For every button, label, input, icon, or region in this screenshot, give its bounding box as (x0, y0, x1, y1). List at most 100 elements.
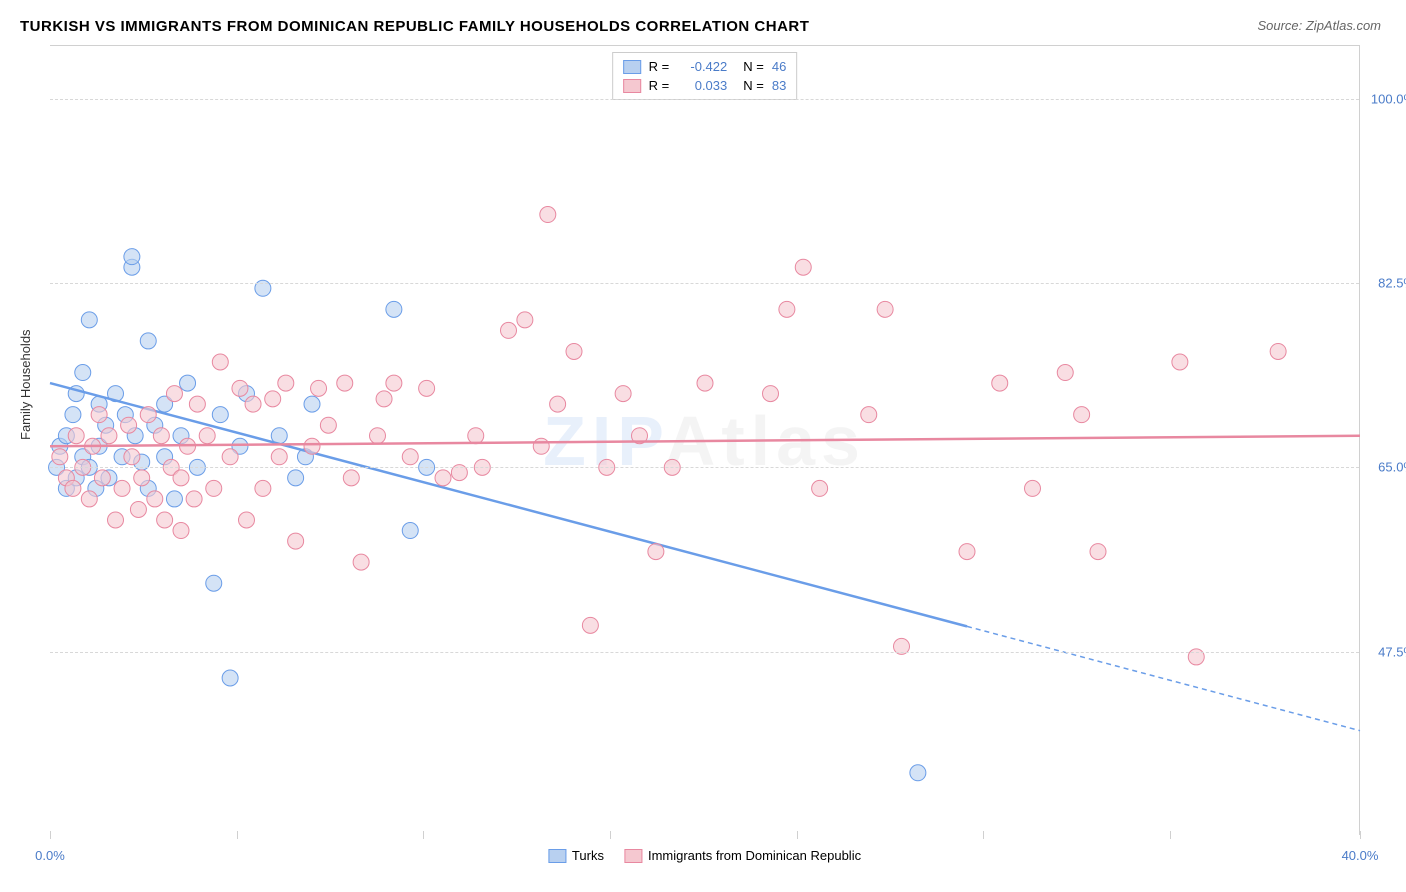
legend-row: R = 0.033 N = 83 (623, 76, 787, 95)
data-point (1270, 343, 1286, 359)
data-point (153, 428, 169, 444)
legend-r-value: -0.422 (677, 59, 727, 74)
data-point (812, 480, 828, 496)
data-point (134, 470, 150, 486)
chart-title: TURKISH VS IMMIGRANTS FROM DOMINICAN REP… (20, 18, 809, 35)
data-point (1074, 407, 1090, 423)
gridline (50, 283, 1359, 284)
x-tick (983, 831, 984, 839)
data-point (304, 438, 320, 454)
data-point (124, 249, 140, 265)
data-point (540, 207, 556, 223)
data-point (550, 396, 566, 412)
data-point (94, 470, 110, 486)
legend-swatch (623, 60, 641, 74)
legend-n-value: 83 (772, 78, 786, 93)
data-point (239, 512, 255, 528)
data-point (121, 417, 137, 433)
x-tick (1360, 831, 1361, 839)
plot-area: ZIPAtlas R =-0.422N =46R =0.033N =83 Tur… (50, 45, 1360, 835)
x-tick-label: 0.0% (35, 848, 65, 863)
data-point (779, 301, 795, 317)
data-point (114, 480, 130, 496)
gridline (50, 467, 1359, 468)
data-point (65, 407, 81, 423)
data-point (468, 428, 484, 444)
legend-n-label: N = (743, 59, 764, 74)
data-point (265, 391, 281, 407)
data-point (1025, 480, 1041, 496)
data-point (173, 470, 189, 486)
data-point (199, 428, 215, 444)
data-point (1172, 354, 1188, 370)
data-point (795, 259, 811, 275)
data-point (877, 301, 893, 317)
data-point (376, 391, 392, 407)
data-point (147, 491, 163, 507)
data-point (222, 449, 238, 465)
data-point (206, 575, 222, 591)
data-point (222, 670, 238, 686)
x-tick (237, 831, 238, 839)
data-point (386, 375, 402, 391)
legend-r-label: R = (649, 78, 670, 93)
data-point (75, 365, 91, 381)
data-point (232, 380, 248, 396)
data-point (206, 480, 222, 496)
data-point (245, 396, 261, 412)
legend-swatch (548, 849, 566, 863)
data-point (910, 765, 926, 781)
data-point (435, 470, 451, 486)
data-point (304, 396, 320, 412)
data-point (337, 375, 353, 391)
legend-r-label: R = (649, 59, 670, 74)
data-point (320, 417, 336, 433)
series-legend-item: Turks (548, 848, 604, 863)
y-tick-label: 47.5% (1378, 644, 1406, 659)
data-point (582, 617, 598, 633)
x-tick-label: 40.0% (1342, 848, 1379, 863)
data-point (615, 386, 631, 402)
data-point (166, 386, 182, 402)
data-point (255, 480, 271, 496)
x-tick (610, 831, 611, 839)
data-point (763, 386, 779, 402)
x-tick (797, 831, 798, 839)
data-point (343, 470, 359, 486)
data-point (186, 491, 202, 507)
legend-n-label: N = (743, 78, 764, 93)
data-point (992, 375, 1008, 391)
data-point (959, 544, 975, 560)
data-point (157, 512, 173, 528)
y-tick-label: 82.5% (1378, 276, 1406, 291)
data-point (140, 407, 156, 423)
data-point (81, 312, 97, 328)
data-point (91, 407, 107, 423)
data-point (370, 428, 386, 444)
data-point (52, 449, 68, 465)
data-point (861, 407, 877, 423)
data-point (566, 343, 582, 359)
legend-swatch (623, 79, 641, 93)
y-tick-label: 100.0% (1371, 91, 1406, 106)
data-point (180, 375, 196, 391)
legend-r-value: 0.033 (677, 78, 727, 93)
legend-row: R =-0.422N =46 (623, 57, 787, 76)
y-tick-label: 65.0% (1378, 460, 1406, 475)
data-point (311, 380, 327, 396)
x-tick (1170, 831, 1171, 839)
legend-swatch (624, 849, 642, 863)
data-point (402, 449, 418, 465)
chart-container: TURKISH VS IMMIGRANTS FROM DOMINICAN REP… (0, 0, 1406, 892)
data-point (166, 491, 182, 507)
data-point (533, 438, 549, 454)
data-point (353, 554, 369, 570)
data-point (1057, 365, 1073, 381)
data-point (108, 512, 124, 528)
data-point (65, 480, 81, 496)
gridline (50, 99, 1359, 100)
data-point (212, 407, 228, 423)
data-point (189, 396, 205, 412)
data-point (81, 491, 97, 507)
data-point (386, 301, 402, 317)
